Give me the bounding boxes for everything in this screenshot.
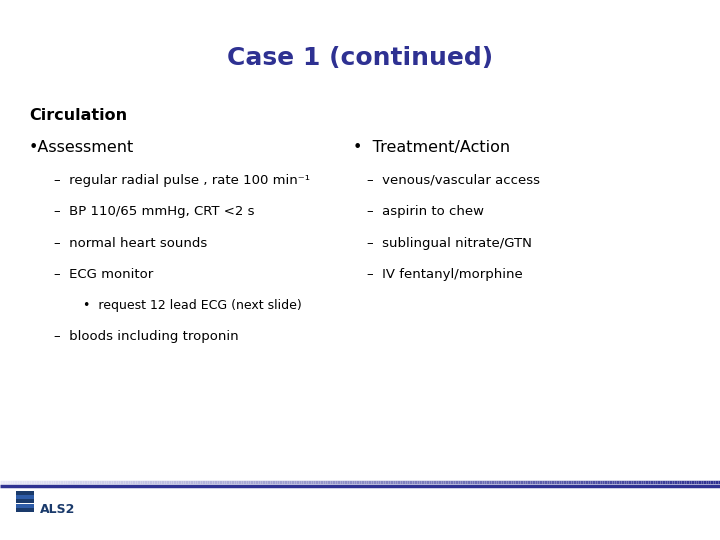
Text: –  regular radial pulse , rate 100 min⁻¹: – regular radial pulse , rate 100 min⁻¹ xyxy=(54,174,310,187)
Text: •Assessment: •Assessment xyxy=(29,140,134,156)
Text: –  bloods including troponin: – bloods including troponin xyxy=(54,330,238,343)
Text: –  sublingual nitrate/GTN: – sublingual nitrate/GTN xyxy=(367,237,532,249)
Text: –  IV fentanyl/morphine: – IV fentanyl/morphine xyxy=(367,268,523,281)
Bar xyxy=(16,495,34,499)
Text: –  normal heart sounds: – normal heart sounds xyxy=(54,237,207,249)
Text: –  ECG monitor: – ECG monitor xyxy=(54,268,153,281)
Bar xyxy=(16,508,34,512)
Text: ALS2: ALS2 xyxy=(40,503,75,516)
Bar xyxy=(16,500,34,503)
Bar xyxy=(16,491,34,495)
Text: Case 1 (continued): Case 1 (continued) xyxy=(227,46,493,70)
Text: –  venous/vascular access: – venous/vascular access xyxy=(367,174,540,187)
Bar xyxy=(16,504,34,508)
Text: •  Treatment/Action: • Treatment/Action xyxy=(353,140,510,156)
Text: –  aspirin to chew: – aspirin to chew xyxy=(367,205,484,218)
Text: Circulation: Circulation xyxy=(29,108,127,123)
Text: –  BP 110/65 mmHg, CRT <2 s: – BP 110/65 mmHg, CRT <2 s xyxy=(54,205,254,218)
Text: •  request 12 lead ECG (next slide): • request 12 lead ECG (next slide) xyxy=(83,299,302,312)
